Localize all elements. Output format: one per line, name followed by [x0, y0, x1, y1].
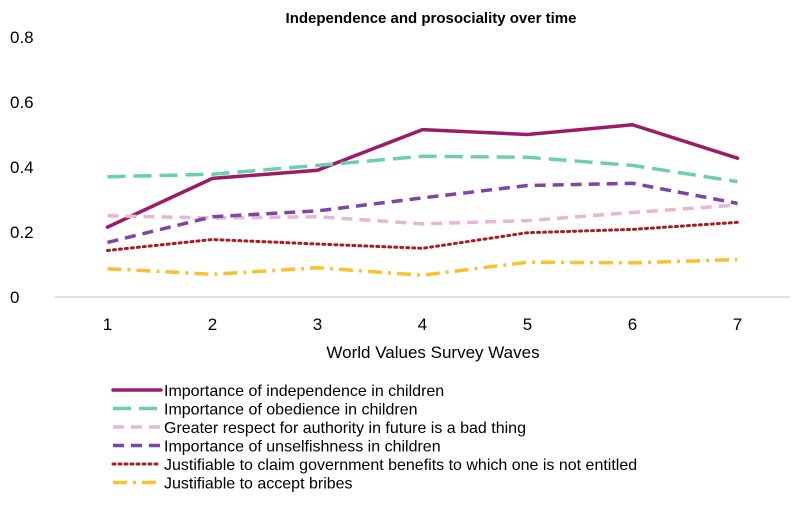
- x-tick-label: 5: [523, 315, 532, 334]
- chart-title: Independence and prosociality over time: [286, 10, 577, 27]
- y-tick-label: 0.4: [10, 158, 34, 177]
- series-line-3: [107, 203, 738, 226]
- legend: Importance of independence in children Im…: [111, 383, 637, 493]
- x-tick-label: 7: [733, 315, 742, 334]
- x-axis: 1 2 3 4 5 6 7: [103, 315, 742, 334]
- series-line-6: [107, 257, 738, 277]
- series-line-5: [106, 220, 739, 252]
- y-tick-label: 0: [10, 288, 19, 307]
- legend-label-1: Importance of independence in children: [164, 383, 444, 400]
- x-tick-label: 2: [208, 315, 217, 334]
- legend-label-6: Justifiable to accept bribes: [164, 476, 353, 493]
- series-line-4: [107, 181, 738, 245]
- legend-label-5: Justifiable to claim government benefits…: [164, 457, 637, 474]
- y-tick-label: 0.6: [10, 93, 34, 112]
- y-axis: 0 0.2 0.4 0.6 0.8: [10, 28, 34, 307]
- x-tick-label: 1: [103, 315, 112, 334]
- x-tick-label: 3: [313, 315, 322, 334]
- legend-label-2: Importance of obedience in children: [164, 402, 418, 419]
- y-tick-label: 0.8: [10, 28, 34, 47]
- legend-label-3: Greater respect for authority in future …: [164, 420, 526, 437]
- series-line-1: [105, 123, 740, 229]
- x-axis-label: World Values Survey Waves: [326, 343, 539, 362]
- y-tick-label: 0.2: [10, 223, 34, 242]
- x-tick-label: 6: [628, 315, 637, 334]
- series-lines: [105, 123, 740, 277]
- x-tick-label: 4: [418, 315, 427, 334]
- series-line-2: [107, 154, 738, 184]
- legend-label-4: Importance of unselfishness in children: [164, 439, 441, 456]
